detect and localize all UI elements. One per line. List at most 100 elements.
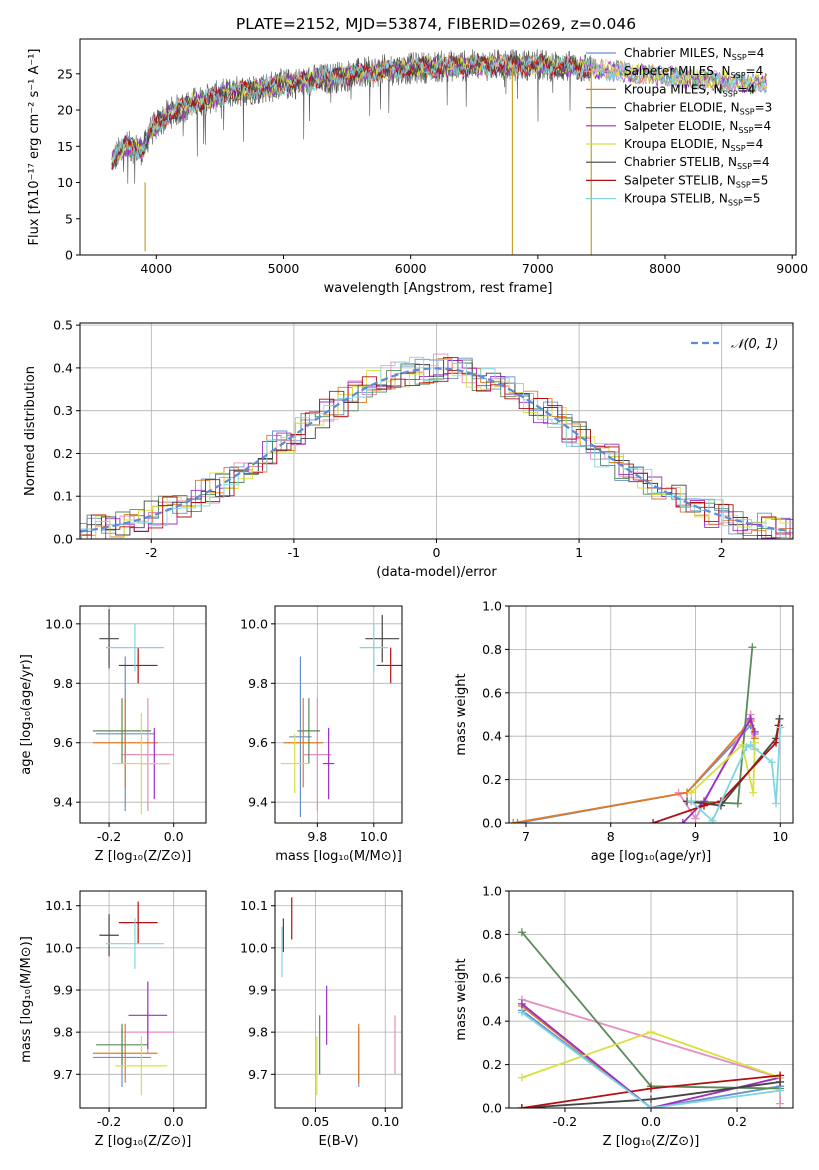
errorbar-point <box>115 1036 168 1096</box>
mass-weight-marker <box>517 1008 526 1017</box>
residual-histogram-series <box>80 358 793 539</box>
y-tick-label: 10.0 <box>240 616 268 631</box>
residual-histogram-series <box>80 360 793 539</box>
model-spectrum <box>111 53 767 164</box>
y-tick-label: 10.1 <box>45 898 73 913</box>
residual-histogram-series <box>80 359 793 539</box>
mass-weight-marker <box>742 743 751 752</box>
legend-label: Kroupa ELODIE, NSSP=4 <box>624 137 763 153</box>
mass-vs-ebv-axes: 0.05 0.10 9.7 9.8 9.9 10.0 10.1 E(B-V) <box>240 890 403 1149</box>
legend-label: Salpeter STELIB, NSSP=5 <box>624 173 768 189</box>
mass-weight-marker <box>674 788 683 797</box>
y-axis-label: mass [log₁₀(M/M⊙)] <box>19 936 34 1063</box>
y-tick-label: 9.8 <box>53 676 73 691</box>
y-tick-label: 0 <box>65 248 73 263</box>
y-tick-label: 25 <box>57 66 73 81</box>
mass-weight-marker <box>509 819 518 823</box>
mass-vs-z-plot-area <box>92 901 174 1096</box>
errorbar-point <box>303 698 332 812</box>
y-tick-label: 9.4 <box>248 795 268 810</box>
x-tick-label: 10 <box>772 829 788 844</box>
errorbar-point <box>322 727 335 800</box>
x-tick-label: 0.05 <box>302 1114 330 1129</box>
legend-label: Chabrier MILES, NSSP=4 <box>624 46 764 62</box>
mass-weight-series <box>686 718 781 807</box>
y-tick-label: 9.8 <box>248 676 268 691</box>
y-tick-label: 0.4 <box>482 729 502 744</box>
mass-weight-series <box>521 1011 781 1108</box>
mass-weight-marker <box>647 1084 655 1093</box>
y-tick-label: 9.6 <box>248 735 268 750</box>
x-tick-label: -1 <box>288 545 300 560</box>
mass-weight-marker <box>678 819 687 823</box>
x-tick-label: 0.0 <box>641 1114 661 1129</box>
mass-weight-marker <box>517 928 526 937</box>
errorbar-point <box>122 698 174 812</box>
errorbar-point <box>105 623 164 672</box>
y-tick-label: 9.9 <box>248 983 268 998</box>
errorbar-point <box>376 647 402 684</box>
y-tick-label: 20 <box>57 103 73 118</box>
y-tick-label: 9.6 <box>53 735 73 750</box>
x-tick-label: 2 <box>718 545 726 560</box>
mass-weight-marker <box>647 1104 655 1108</box>
mass-weight-marker <box>748 643 757 652</box>
x-axis-label: E(B-V) <box>318 1134 358 1149</box>
legend-label: Kroupa MILES, NSSP=4 <box>624 82 755 98</box>
x-tick-label: 8000 <box>649 261 681 276</box>
mass-weight-marker <box>517 999 526 1008</box>
spectrum-frame <box>79 38 797 256</box>
legend-label: Salpeter ELODIE, NSSP=4 <box>624 119 771 135</box>
mass-weight-vs-age-axes: 7 8 9 10 0.0 0.2 0.4 0.6 0.8 1.0 age [log₁₀(age/yr… <box>454 599 794 864</box>
y-tick-label: 9.7 <box>248 1067 268 1082</box>
mass-weight-marker <box>750 738 759 747</box>
errorbar-point <box>99 608 119 669</box>
residual-histogram-axes: -2 -1 0 1 2 0.0 0.1 0.2 0.3 0.4 0.5 (data-model)/er… <box>23 318 794 580</box>
x-tick-label: 7000 <box>522 261 554 276</box>
x-axis-label: Z [log₁₀(Z/Z⊙)] <box>603 1134 700 1149</box>
errorbar-point <box>92 698 158 788</box>
y-tick-label: 0.1 <box>53 489 73 504</box>
errorbar-point <box>92 1023 158 1083</box>
y-tick-label: 10.0 <box>45 940 73 955</box>
y-tick-label: 0.2 <box>53 446 73 461</box>
mass-weight-marker <box>517 1073 526 1082</box>
normal-curve <box>80 367 791 533</box>
age-vs-z-axes: -0.2 0.0 9.4 9.6 9.8 10.0 Z [log₁₀(Z/Z⊙)] age [… <box>19 605 207 864</box>
y-tick-label: 9.7 <box>53 1067 73 1082</box>
model-spectrum <box>111 53 592 170</box>
errorbar-point <box>289 656 312 818</box>
y-tick-label: 10 <box>57 175 73 190</box>
y-tick-label: 0.0 <box>482 1101 502 1116</box>
figure-title: PLATE=2152, MJD=53874, FIBERID=0269, z=0… <box>236 15 636 33</box>
mass-weight-marker <box>517 1104 526 1108</box>
y-tick-label: 0.0 <box>482 816 502 831</box>
y-tick-label: 0.0 <box>53 532 73 547</box>
mass-weight-marker <box>513 819 522 823</box>
mass-weight-marker <box>738 740 747 749</box>
mass-weight-marker <box>708 816 717 823</box>
y-tick-label: 0.5 <box>53 318 73 333</box>
mass-weight-series <box>682 716 756 823</box>
age-vs-mass-frame <box>274 605 403 824</box>
histogram-legend: 𝒩(0, 1) <box>691 337 778 352</box>
y-tick-label: 0.4 <box>53 360 73 375</box>
errorbar-point <box>105 918 164 969</box>
mass-weight-vs-age-frame <box>508 605 794 824</box>
spectrum-plot-area <box>111 49 767 255</box>
mass-weight-series <box>521 1009 781 1108</box>
residual-histogram-series <box>80 357 793 536</box>
y-tick-label: 0.4 <box>482 1014 502 1029</box>
mass-weight-marker <box>775 714 784 723</box>
x-tick-label: 9.8 <box>307 829 327 844</box>
errorbar-point <box>359 623 388 672</box>
x-tick-label: 4000 <box>140 261 172 276</box>
x-tick-label: 0.0 <box>164 829 184 844</box>
y-tick-label: 9.8 <box>53 1025 73 1040</box>
errorbar-point <box>96 1023 148 1066</box>
mass-weight-marker <box>691 814 700 823</box>
mass-vs-z-axes: -0.2 0.0 9.7 9.8 9.9 10.0 10.1 Z [log₁₀(Z/Z⊙)] m… <box>19 890 207 1149</box>
x-tick-label: 1 <box>575 545 583 560</box>
errorbar-point <box>128 981 168 1050</box>
